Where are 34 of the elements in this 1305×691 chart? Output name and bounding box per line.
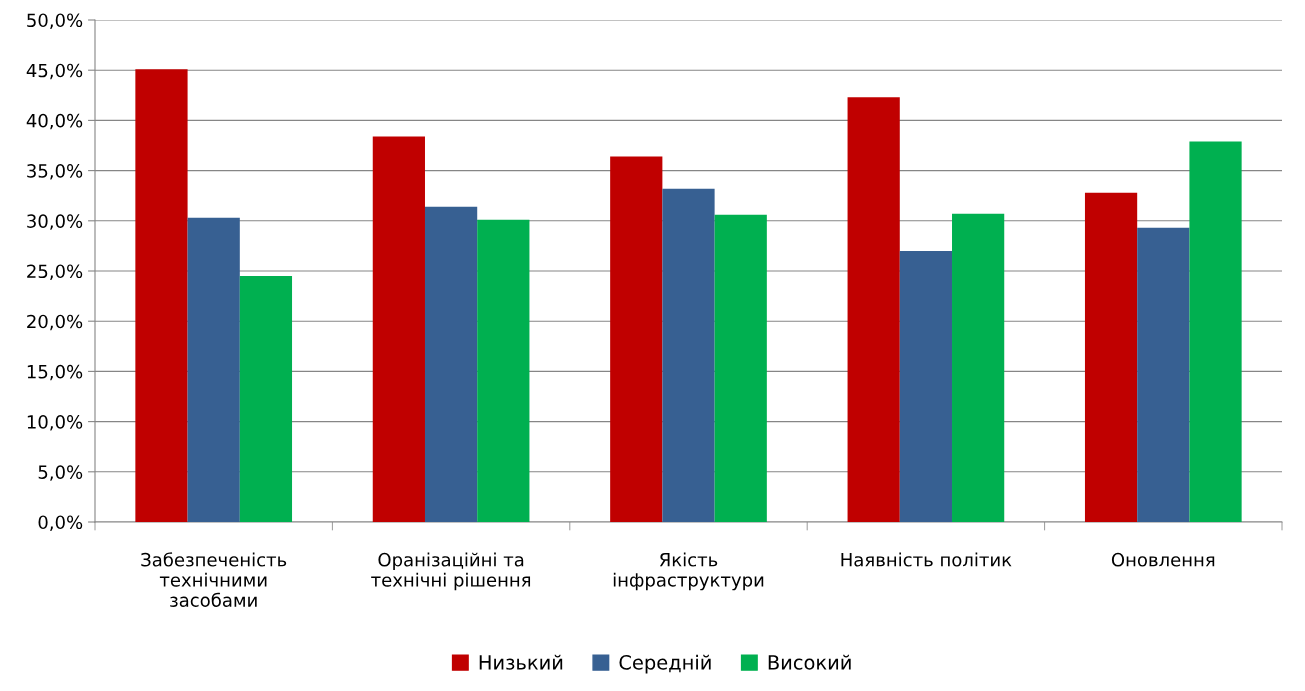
x-tick-label: Наявність політик (841, 552, 1012, 567)
x-tick-label: Забезпеченість технічними засобами (141, 552, 287, 607)
y-tick-label: 15,0% (27, 364, 83, 381)
bar (135, 69, 188, 522)
x-tick-label: Якість інфраструктури (613, 552, 764, 591)
bar (424, 206, 478, 522)
y-tick-label: 40,0% (26, 113, 83, 130)
bar (477, 219, 530, 522)
bar (1189, 141, 1242, 522)
y-tick-label: 5,0% (38, 465, 83, 481)
legend-label: Низький (479, 654, 563, 670)
bar (187, 217, 240, 522)
y-tick-label: 0,0% (38, 515, 83, 531)
bar (714, 214, 767, 522)
y-tick-label: 30,0% (27, 214, 83, 230)
y-tick-label: 45,0% (26, 63, 83, 80)
bar (1137, 227, 1190, 522)
y-tick-label: 20,0% (27, 314, 83, 331)
y-tick-label: 25,0% (27, 264, 83, 280)
bar (1084, 192, 1138, 522)
y-tick-label: 10,0% (27, 415, 83, 431)
x-tick-label: Оновлення (1111, 552, 1215, 567)
bar (662, 188, 715, 522)
legend-label: Високий (768, 654, 851, 670)
legend-label: Середній (619, 654, 711, 674)
bar (952, 213, 1005, 522)
bar (372, 136, 425, 522)
x-tick-label: Оранізаційні та технічні рішення (371, 552, 531, 591)
y-tick-label: 50,0% (27, 13, 83, 29)
y-tick-label: 35,0% (27, 164, 83, 180)
bar (899, 250, 953, 522)
bar (610, 156, 663, 522)
bar (239, 276, 293, 522)
bar (847, 97, 900, 522)
